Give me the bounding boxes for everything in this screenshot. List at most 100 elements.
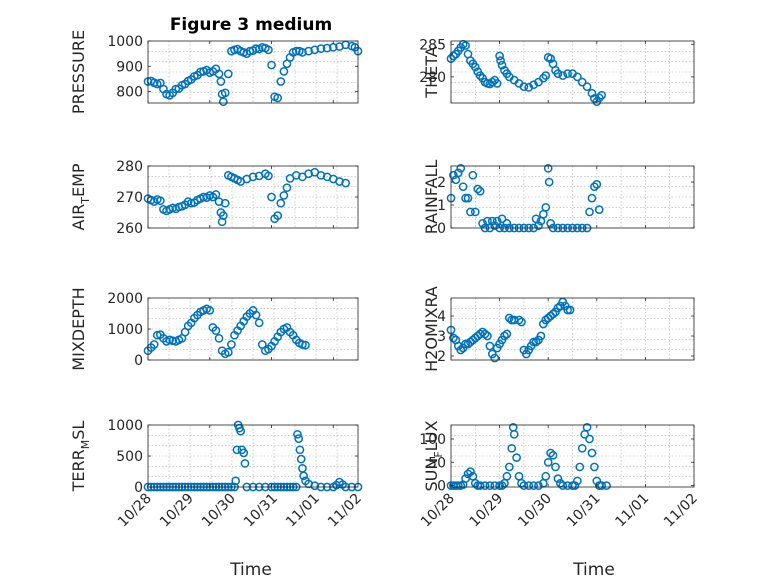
data-point <box>211 326 221 335</box>
data-point <box>529 481 538 490</box>
data-point <box>543 163 553 173</box>
y-axis-label: AIRTEMP <box>69 163 92 230</box>
data-point <box>492 79 502 88</box>
data-point <box>558 71 568 80</box>
y-axis-label-main: AIR <box>69 204 88 231</box>
y-axis-label-main: TERR <box>69 449 88 492</box>
data-point <box>546 219 555 228</box>
data-point <box>587 448 597 458</box>
y-axis-label: MIXDEPTH <box>69 287 88 370</box>
y-axis-label: RAINFALL <box>422 160 441 235</box>
subplot-mixdepth: 0 1000 2000 MIXDEPTH <box>69 287 359 371</box>
data-point <box>507 443 517 453</box>
y-tick-label: 500 <box>116 449 143 465</box>
data-point <box>573 476 582 486</box>
data-point <box>301 340 310 350</box>
y-tick-label: 270 <box>116 190 143 206</box>
y-tick-label: 260 <box>116 221 143 237</box>
data-point <box>171 84 181 94</box>
data-point <box>565 305 575 315</box>
series-h2omixra <box>446 297 575 363</box>
axes-box <box>450 165 695 229</box>
data-point <box>214 333 224 343</box>
data-point <box>496 56 505 65</box>
data-point <box>502 219 512 228</box>
data-point <box>502 329 512 339</box>
y-tick-label: 285 <box>419 37 446 53</box>
y-axis-label-rest: LUX <box>422 420 441 451</box>
axes-box <box>147 40 359 104</box>
x-tick-label: 10/30 <box>515 491 555 531</box>
y-axis-label-sub: F <box>432 451 445 457</box>
data-point <box>223 69 233 79</box>
data-point <box>310 45 320 55</box>
data-point <box>514 315 524 325</box>
x-tick-label: 11/02 <box>661 491 701 531</box>
data-point <box>456 345 466 355</box>
data-point <box>548 450 558 460</box>
data-point <box>534 481 543 490</box>
data-point <box>541 471 551 481</box>
y-tick-label: 800 <box>116 85 143 101</box>
data-point <box>587 88 597 98</box>
data-point <box>495 51 504 61</box>
data-point <box>587 193 597 203</box>
data-point <box>475 71 485 80</box>
data-point <box>490 221 500 231</box>
data-point <box>231 476 241 486</box>
x-tick-label: 10/30 <box>199 491 239 531</box>
data-point <box>291 46 301 56</box>
grid <box>450 424 695 488</box>
data-point <box>466 467 475 476</box>
data-point <box>590 462 599 472</box>
data-point <box>577 77 587 87</box>
data-point <box>264 45 273 55</box>
data-point <box>316 44 326 53</box>
data-point <box>504 313 514 323</box>
data-point <box>276 77 286 86</box>
y-axis-label-rest: EMP <box>69 163 88 197</box>
data-point <box>214 69 224 79</box>
data-point <box>546 448 555 458</box>
data-point <box>597 90 607 100</box>
y-tick-label: 100 <box>419 432 446 448</box>
y-tick-label: 0 <box>134 480 143 496</box>
data-point <box>487 216 497 226</box>
series-theta <box>446 39 607 107</box>
data-point <box>480 329 490 339</box>
data-point <box>490 353 500 363</box>
data-point <box>294 434 304 443</box>
data-point <box>570 481 580 490</box>
series-rainfall <box>446 163 604 233</box>
series-mixdepth <box>143 304 310 359</box>
axes-box <box>450 424 695 488</box>
data-point <box>538 209 548 219</box>
data-point <box>463 469 473 479</box>
y-tick-label: 1000 <box>107 322 143 338</box>
data-point <box>295 445 305 455</box>
data-point <box>466 207 475 217</box>
grid <box>450 165 695 229</box>
data-point <box>478 219 487 228</box>
data-point <box>456 163 466 173</box>
data-point <box>519 82 529 92</box>
y-tick-label: 0 <box>134 353 143 369</box>
x-tick-label: 10/31 <box>564 491 604 531</box>
series-air-temp <box>143 167 350 227</box>
data-point <box>156 196 165 206</box>
data-point <box>575 462 585 472</box>
data-point <box>524 481 534 490</box>
data-point <box>470 207 480 217</box>
data-point <box>497 214 507 224</box>
data-point <box>310 481 320 491</box>
y-tick-label: 1000 <box>107 418 143 434</box>
data-point <box>264 171 273 181</box>
y-axis-label: SUNFLUX <box>422 420 445 491</box>
data-point <box>293 429 302 439</box>
y-axis-label-sub: T <box>79 197 92 205</box>
data-point <box>205 306 215 315</box>
data-point <box>514 471 524 481</box>
